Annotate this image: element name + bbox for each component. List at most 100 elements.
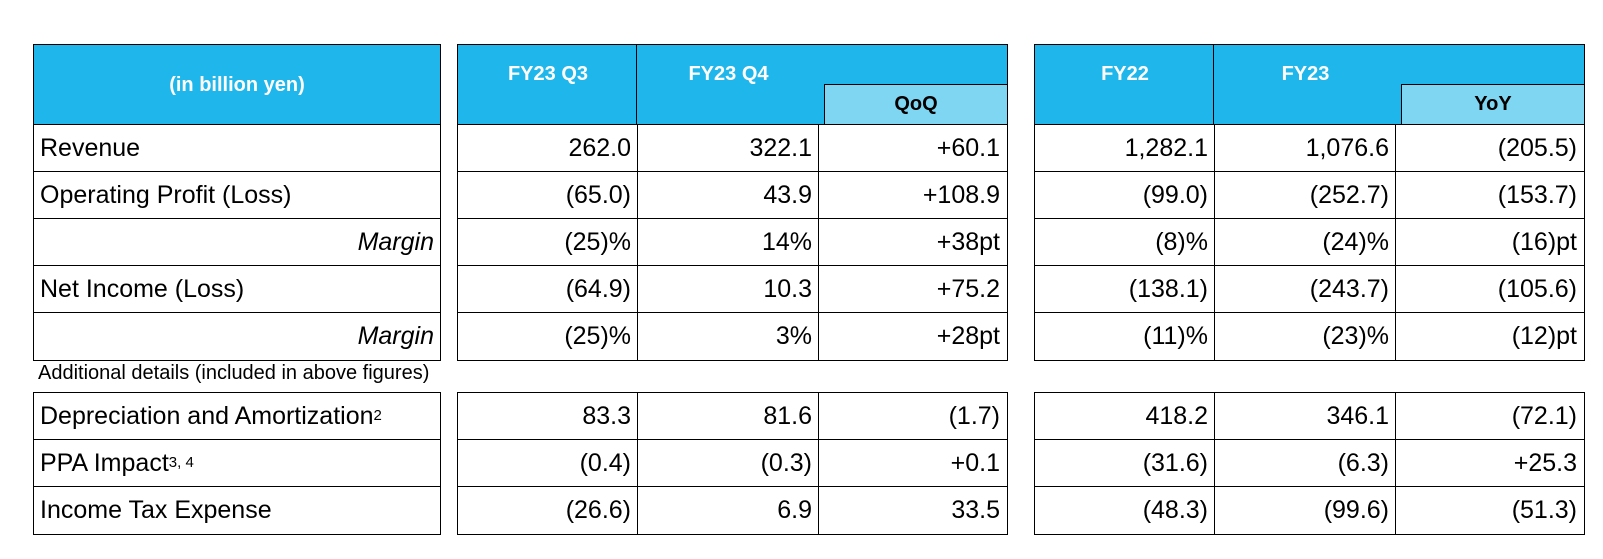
detail-annual-cell: +25.3 bbox=[1513, 448, 1577, 477]
detail-annual-row: (31.6) (6.3) +25.3 bbox=[1035, 440, 1584, 487]
quarterly-cell: +108.9 bbox=[922, 180, 1000, 209]
quarterly-cell: (25)% bbox=[458, 219, 638, 265]
header-divider bbox=[1213, 45, 1214, 124]
detail-quarterly-cell: +0.1 bbox=[950, 448, 1000, 477]
unit-label: (in billion yen) bbox=[169, 73, 305, 96]
quarterly-cell: +38pt bbox=[936, 227, 1000, 256]
detail-quarterly-cell: 33.5 bbox=[951, 496, 1000, 524]
annual-row: (8)% (24)% (16)pt bbox=[1035, 219, 1584, 266]
detail-annual-cell: (72.1) bbox=[1511, 401, 1577, 430]
detail-row: Depreciation and Amortization 2 bbox=[34, 393, 440, 440]
quarterly-cell: +28pt bbox=[936, 322, 1000, 350]
metric-row: Revenue bbox=[34, 125, 440, 172]
row-label-text: Operating Profit (Loss) bbox=[40, 180, 292, 209]
detail-quarterly-cell: (1.7) bbox=[948, 401, 1000, 430]
detail-annual-cell: (31.6) bbox=[1035, 440, 1215, 486]
row-label: Net Income (Loss) bbox=[34, 266, 440, 312]
quarterly-cell: (64.9) bbox=[458, 266, 638, 312]
metric-row: Margin bbox=[34, 219, 440, 266]
detail-annual-cell: 418.2 bbox=[1035, 393, 1215, 439]
row-label: Margin bbox=[34, 219, 440, 265]
detail-annual-row: (48.3) (99.6) (51.3) bbox=[1035, 487, 1584, 534]
quarterly-row: (25)% 14% +38pt bbox=[458, 219, 1007, 266]
detail-row: PPA Impact 3, 4 bbox=[34, 440, 440, 487]
annual-table: FY22 FY23 YoY 1,282.1 1,076.6 (205.5) (99.0… bbox=[1034, 44, 1585, 361]
quarterly-cell: 262.0 bbox=[458, 125, 638, 171]
header-divider bbox=[636, 45, 637, 124]
col-header-fy23-q3: FY23 Q3 bbox=[507, 63, 589, 85]
annual-row: (138.1) (243.7) (105.6) bbox=[1035, 266, 1584, 313]
col-header-fy23-q4: FY23 Q4 bbox=[688, 63, 769, 85]
quarterly-row: (25)% 3% +28pt bbox=[458, 313, 1007, 360]
annual-cell: (8)% bbox=[1035, 219, 1215, 265]
col-header-qoq: QoQ bbox=[824, 84, 1007, 124]
row-label-text: Depreciation and Amortization bbox=[40, 401, 374, 430]
row-label: Depreciation and Amortization 2 bbox=[40, 401, 382, 430]
quarterly-cell: +75.2 bbox=[936, 274, 1000, 303]
detail-quarterly-cell: 83.3 bbox=[458, 393, 638, 439]
quarterly-cell: (65.0) bbox=[458, 172, 638, 218]
annual-cell: (12)pt bbox=[1511, 322, 1577, 350]
row-label-text: Margin bbox=[357, 322, 434, 350]
quarterly-header: FY23 Q3 FY23 Q4 QoQ bbox=[458, 45, 1007, 125]
quarterly-row: (64.9) 10.3 +75.2 bbox=[458, 266, 1007, 313]
detail-quarterly-row: 83.3 81.6 (1.7) bbox=[458, 393, 1007, 440]
quarterly-cell: 43.9 bbox=[638, 172, 819, 218]
annual-cell: 1,076.6 bbox=[1215, 125, 1396, 171]
quarterly-cell: 10.3 bbox=[638, 266, 819, 312]
annual-cell: (252.7) bbox=[1215, 172, 1396, 218]
metric-row: Margin bbox=[34, 313, 440, 360]
additional-details-note: Additional details (included in above fi… bbox=[38, 362, 430, 384]
detail-quarterly-row: (26.6) 6.9 33.5 bbox=[458, 487, 1007, 534]
quarterly-cell: 14% bbox=[638, 219, 819, 265]
row-label-text: Net Income (Loss) bbox=[40, 274, 245, 303]
metric-row: Net Income (Loss) bbox=[34, 266, 440, 313]
detail-quarterly-cell: 6.9 bbox=[638, 487, 819, 534]
annual-cell: (11)% bbox=[1035, 313, 1215, 360]
quarterly-cell: 3% bbox=[638, 313, 819, 360]
annual-cell: (105.6) bbox=[1497, 274, 1577, 303]
detail-row: Income Tax Expense bbox=[34, 487, 440, 534]
detail-labels-column: Depreciation and Amortization 2 PPA Impact… bbox=[33, 392, 441, 535]
detail-annual-cell: (99.6) bbox=[1215, 487, 1396, 534]
detail-annual-cell: (48.3) bbox=[1035, 487, 1215, 534]
detail-quarterly-cell: (0.4) bbox=[458, 440, 638, 486]
quarterly-table: FY23 Q3 FY23 Q4 QoQ 262.0 322.1 +60.1 (65.0… bbox=[457, 44, 1008, 361]
row-label: Margin bbox=[34, 313, 440, 360]
detail-quarterly-cell: (26.6) bbox=[458, 487, 638, 534]
annual-cell: (243.7) bbox=[1215, 266, 1396, 312]
row-label-text: Revenue bbox=[40, 133, 141, 162]
detail-annual-row: 418.2 346.1 (72.1) bbox=[1035, 393, 1584, 440]
annual-row: (99.0) (252.7) (153.7) bbox=[1035, 172, 1584, 219]
detail-quarterly-cell: (0.3) bbox=[638, 440, 819, 486]
row-label-text: Margin bbox=[357, 227, 434, 256]
annual-cell: (16)pt bbox=[1511, 227, 1577, 256]
annual-cell: (99.0) bbox=[1035, 172, 1215, 218]
detail-quarterly-row: (0.4) (0.3) +0.1 bbox=[458, 440, 1007, 487]
quarterly-row: 262.0 322.1 +60.1 bbox=[458, 125, 1007, 172]
metric-row: Operating Profit (Loss) bbox=[34, 172, 440, 219]
quarterly-cell: +60.1 bbox=[936, 133, 1000, 162]
annual-cell: 1,282.1 bbox=[1035, 125, 1215, 171]
annual-row: (11)% (23)% (12)pt bbox=[1035, 313, 1584, 360]
row-label: Income Tax Expense bbox=[34, 487, 440, 534]
detail-annual-cell: (51.3) bbox=[1511, 496, 1577, 524]
row-label: PPA Impact 3, 4 bbox=[40, 448, 194, 477]
detail-annual-cell: (6.3) bbox=[1215, 440, 1396, 486]
row-label: Operating Profit (Loss) bbox=[34, 172, 440, 218]
detail-quarterly-table: 83.3 81.6 (1.7) (0.4) (0.3) +0.1 (26.6) 6.9 33.5 bbox=[457, 392, 1008, 535]
row-label-text: Income Tax Expense bbox=[40, 496, 272, 524]
annual-cell: (23)% bbox=[1215, 313, 1396, 360]
quarterly-cell: (25)% bbox=[458, 313, 638, 360]
annual-cell: (205.5) bbox=[1497, 133, 1577, 162]
detail-annual-cell: 346.1 bbox=[1215, 393, 1396, 439]
detail-quarterly-cell: 81.6 bbox=[638, 393, 819, 439]
detail-annual-table: 418.2 346.1 (72.1) (31.6) (6.3) +25.3 (48.3) (9… bbox=[1034, 392, 1585, 535]
col-header-fy22: FY22 bbox=[1101, 63, 1149, 85]
labels-column: (in billion yen) Revenue Operating Profit… bbox=[33, 44, 441, 361]
quarterly-cell: 322.1 bbox=[638, 125, 819, 171]
col-header-fy23: FY23 bbox=[1281, 63, 1330, 85]
unit-header: (in billion yen) bbox=[34, 45, 440, 125]
annual-cell: (138.1) bbox=[1035, 266, 1215, 312]
row-label: Revenue bbox=[34, 125, 440, 171]
